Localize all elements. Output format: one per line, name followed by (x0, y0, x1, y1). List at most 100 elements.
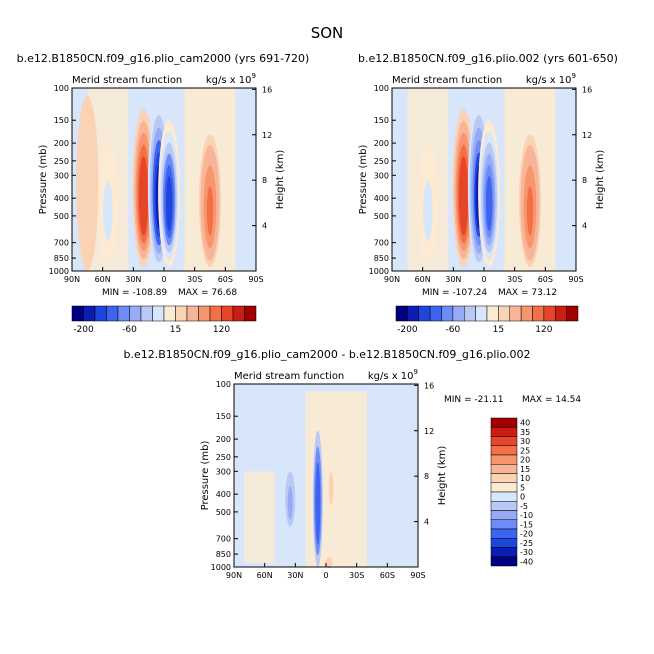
colorbar-label: 20 (520, 456, 530, 465)
colorbar-swatch (509, 305, 522, 322)
y-tick-label: 250 (54, 157, 69, 166)
colorbar-swatch (490, 547, 518, 557)
y-right-axis-label: Height (km) (595, 150, 606, 210)
x-tick-label: 90S (568, 275, 583, 284)
x-tick-label: 90N (384, 275, 400, 284)
colorbar-label: -25 (520, 539, 533, 548)
colorbar-swatch (543, 305, 556, 322)
panel-units: kg/s x 109 (368, 368, 418, 382)
colorbar-label: -20 (520, 530, 533, 539)
colorbar-swatch (83, 305, 96, 322)
data-cell (315, 461, 321, 544)
colorbar-swatch (106, 305, 119, 322)
y-axis-label: Pressure (mb) (358, 145, 369, 215)
y-axis-label: Pressure (mb) (200, 441, 211, 511)
colorbar-label: 10 (520, 474, 530, 483)
x-tick-label: 60S (538, 275, 553, 284)
x-tick-label: 90S (248, 275, 263, 284)
colorbar-swatch (221, 305, 234, 322)
y-right-tick-label: 8 (262, 176, 267, 185)
colorbar-swatch (209, 305, 222, 322)
colorbar-swatch (163, 305, 176, 322)
colorbar-swatch (152, 305, 165, 322)
y-right-tick-label: 12 (424, 427, 434, 436)
data-cell (140, 168, 147, 228)
colorbar-swatch (490, 538, 518, 548)
y-axis-label: Pressure (mb) (38, 145, 49, 215)
colorbar-swatch (490, 510, 518, 520)
y-tick-label: 400 (54, 194, 69, 203)
data-cell (84, 160, 91, 227)
x-tick-label: 60N (257, 571, 273, 580)
y-tick-label: 200 (216, 435, 231, 444)
y-tick-label: 700 (54, 239, 69, 248)
colorbar-swatch (418, 305, 431, 322)
data-cell (328, 471, 334, 505)
y-right-tick-label: 12 (262, 131, 272, 140)
y-tick-label: 300 (374, 171, 389, 180)
x-tick-label: 90S (410, 571, 425, 580)
colorbar-label: -10 (520, 511, 533, 520)
colorbar-swatch (407, 305, 419, 322)
data-cell (165, 176, 173, 232)
max-label: MAX = 14.54 (522, 395, 581, 405)
y-tick-label: 100 (216, 380, 231, 389)
panel-subtitle: Merid stream function (234, 371, 344, 382)
colorbar-swatch (490, 464, 518, 474)
colorbar-swatch (498, 305, 510, 322)
y-tick-label: 700 (374, 239, 389, 248)
colorbar-label: -200 (73, 325, 94, 335)
colorbar-label: -200 (397, 325, 418, 335)
colorbar-label: -60 (446, 325, 461, 335)
colorbar-swatch (490, 445, 518, 456)
y-tick-label: 100 (54, 84, 69, 93)
y-right-axis-label: Height (km) (437, 446, 448, 506)
colorbar-swatch (490, 528, 518, 539)
x-tick-label: 60S (218, 275, 233, 284)
y-tick-label: 850 (374, 254, 389, 263)
colorbar-swatch (490, 491, 518, 502)
min-label: MIN = -107.24 (422, 288, 487, 298)
x-tick-label: 60N (415, 275, 431, 284)
y-tick-label: 150 (216, 412, 231, 421)
colorbar-swatch (117, 305, 130, 322)
colorbar-swatch (555, 305, 567, 322)
x-tick-label: 30N (445, 275, 461, 284)
colorbar-swatch (429, 305, 442, 322)
y-tick-label: 100 (374, 84, 389, 93)
colorbar-swatch (441, 305, 454, 322)
x-tick-label: 30N (287, 571, 303, 580)
colorbar-swatch (198, 305, 211, 322)
panel-subtitle: Merid stream function (72, 75, 182, 86)
y-right-tick-label: 4 (262, 222, 267, 231)
min-label: MIN = -108.89 (102, 288, 167, 298)
colorbar-label: -40 (520, 557, 533, 566)
data-cell (104, 190, 111, 236)
colorbar-swatch (490, 454, 518, 465)
colorbar-label: -30 (520, 548, 533, 557)
y-right-tick-label: 16 (582, 85, 592, 94)
colorbar-swatch (532, 305, 545, 322)
y-tick-label: 1000 (49, 267, 69, 276)
colorbar-swatch (452, 305, 465, 322)
colorbar-swatch (486, 305, 499, 322)
panel-2 (391, 87, 579, 322)
colorbar-label: 15 (170, 325, 181, 335)
colorbar-label: 120 (535, 325, 552, 335)
data-cell (326, 560, 332, 569)
y-right-tick-label: 12 (582, 131, 592, 140)
colorbar-swatch (520, 305, 533, 322)
colorbar-label: 35 (520, 428, 530, 437)
panel-subtitle: Merid stream function (392, 75, 502, 86)
x-tick-label: 0 (323, 571, 328, 580)
panel-1 (71, 87, 257, 322)
x-tick-label: 30S (507, 275, 522, 284)
y-tick-label: 400 (374, 194, 389, 203)
colorbar-label: 5 (520, 483, 525, 492)
data-cell (424, 190, 431, 236)
colorbar-label: -5 (520, 502, 528, 511)
contour-band (244, 471, 275, 563)
colorbar-swatch (490, 501, 518, 511)
y-right-tick-label: 16 (424, 381, 434, 390)
